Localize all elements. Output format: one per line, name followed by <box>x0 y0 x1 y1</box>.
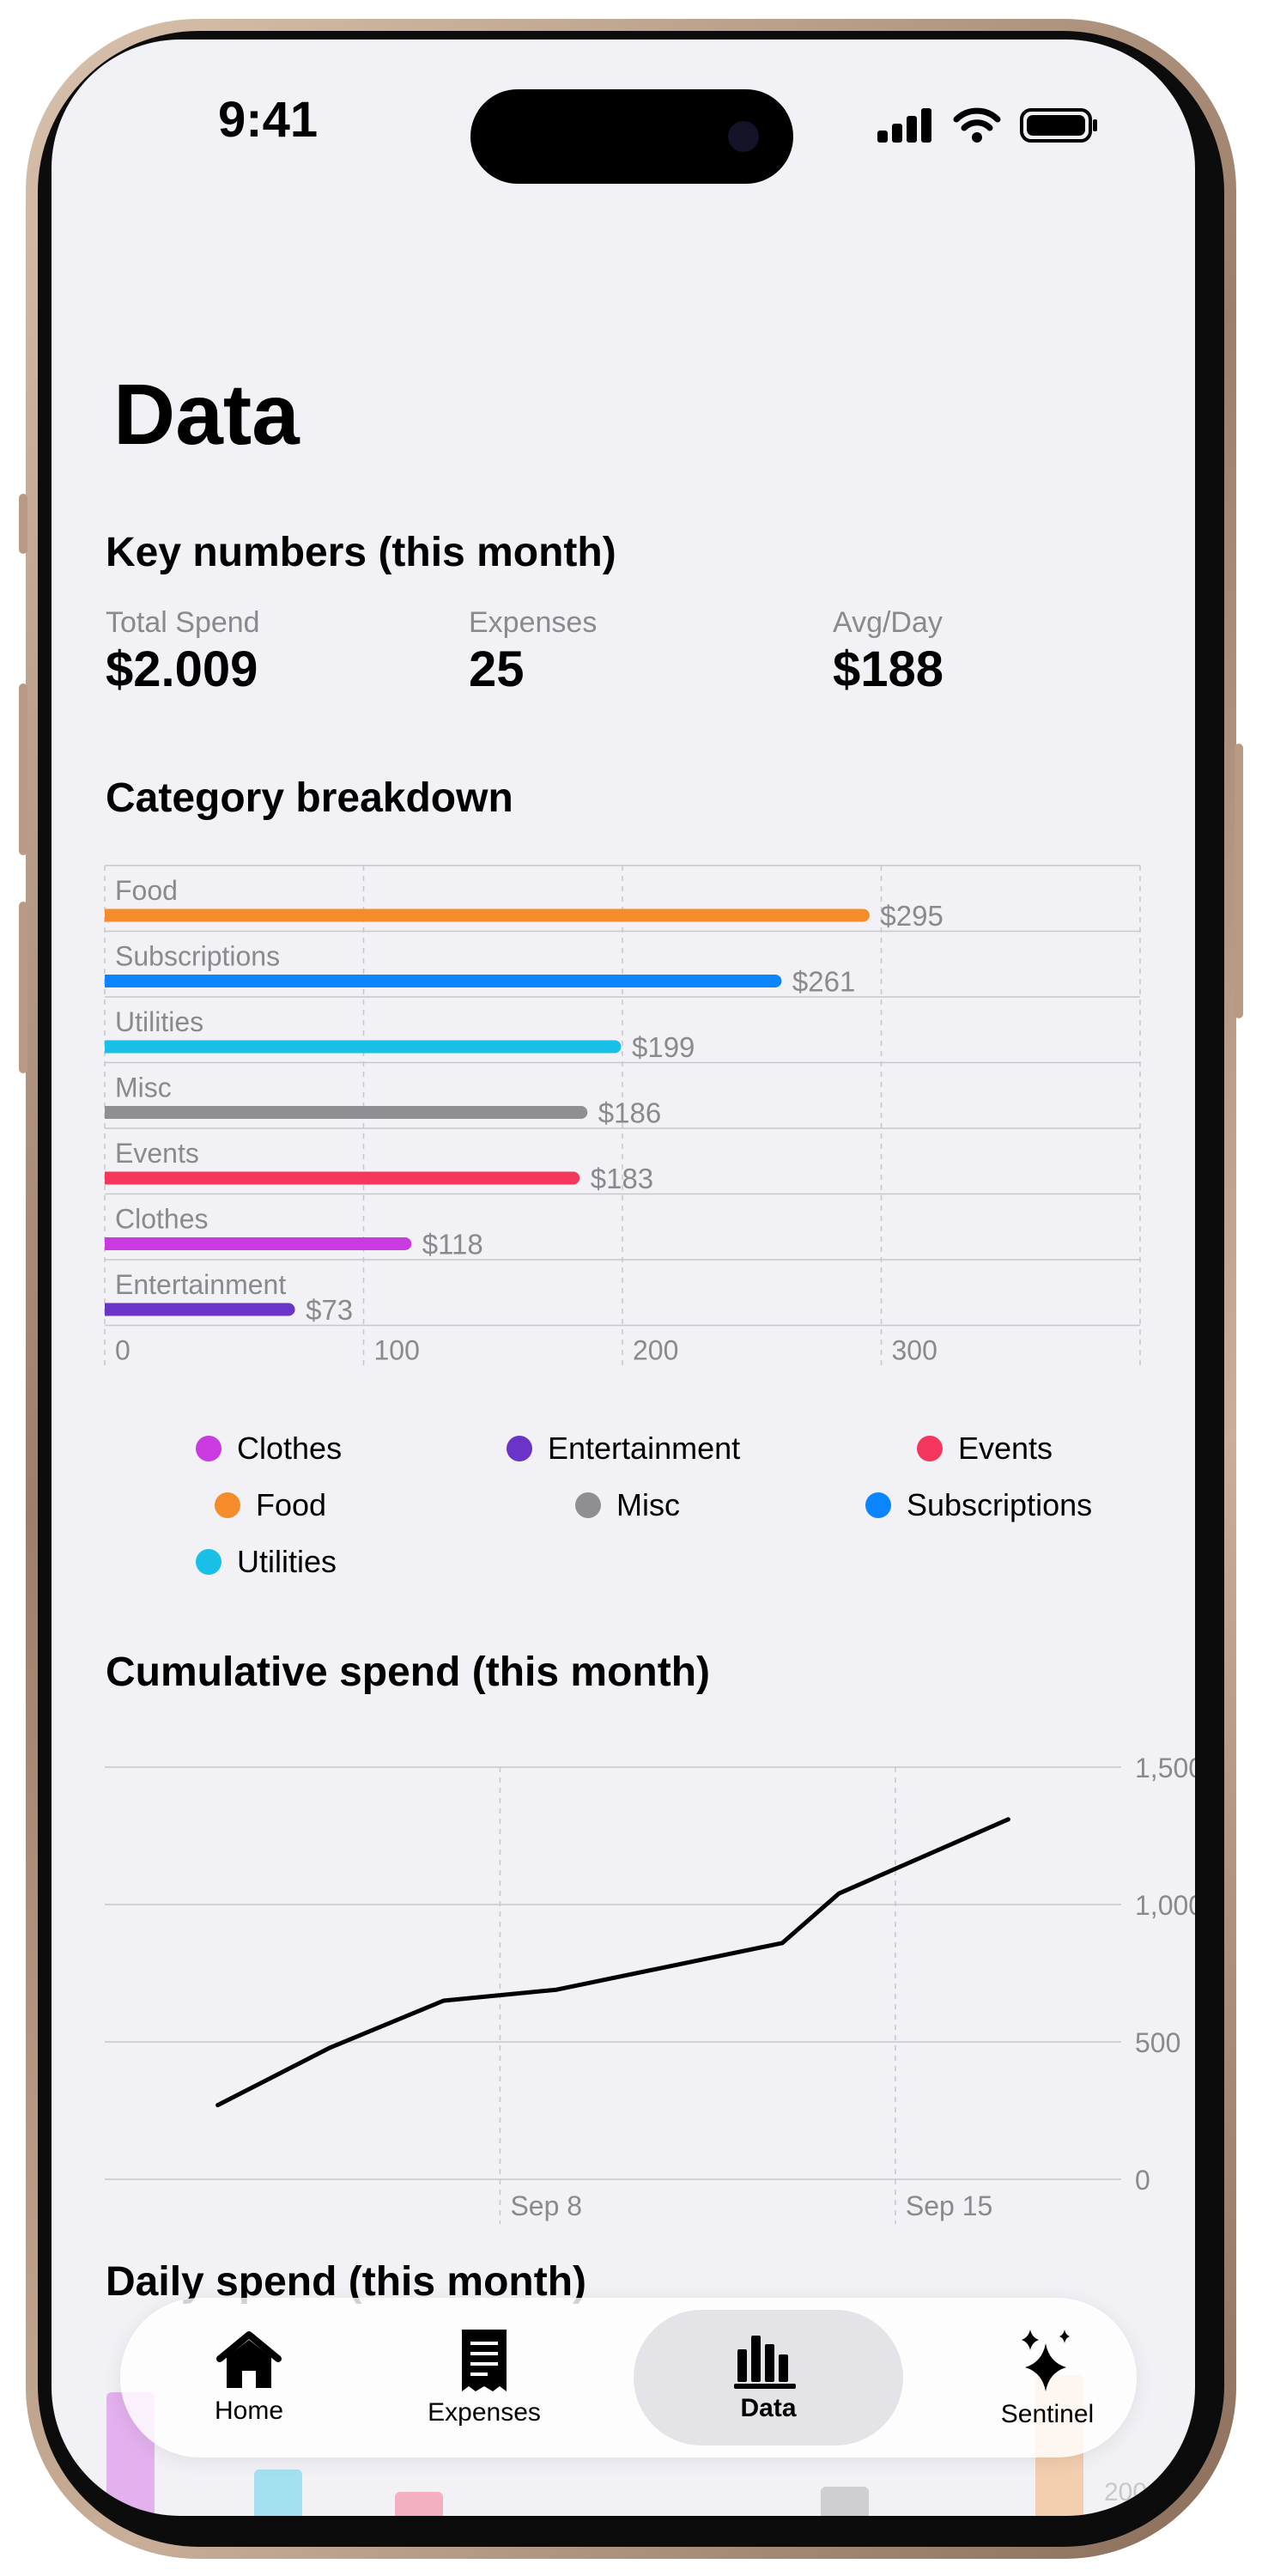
category-axis-tick: 300 <box>892 1335 937 1366</box>
volume-up-button <box>19 683 27 855</box>
total-spend-value: $2.009 <box>106 641 258 697</box>
legend-label: Events <box>958 1431 1053 1466</box>
receipt-icon <box>462 2330 507 2391</box>
house-icon <box>216 2331 282 2388</box>
daily-axis-label: 200 <box>1104 2478 1148 2506</box>
battery-icon <box>1020 108 1097 143</box>
app-screen: 9:41 Data Key numbers (this month) Total… <box>52 39 1195 2516</box>
tab-bar: Home Expenses Data <box>120 2298 1137 2458</box>
legend-label: Clothes <box>237 1431 343 1466</box>
cumulative-y-tick: 1,000 <box>1135 1890 1195 1921</box>
legend-dot <box>917 1436 943 1461</box>
legend-dot <box>196 1436 221 1461</box>
category-bar-cap <box>105 1171 113 1185</box>
expenses-count-value: 25 <box>469 641 525 697</box>
tab-sentinel[interactable]: Sentinel <box>962 2298 1133 2458</box>
legend-item-events: Events <box>917 1431 1053 1467</box>
category-label: Food <box>115 875 178 906</box>
category-label: Clothes <box>115 1204 209 1235</box>
legend-label: Misc <box>616 1487 680 1522</box>
category-value-label: $186 <box>598 1097 661 1129</box>
daily-bar <box>821 2487 869 2516</box>
volume-down-button <box>19 902 27 1073</box>
category-bar-cap <box>105 908 113 922</box>
category-value-label: $295 <box>880 900 943 932</box>
category-breakdown-title: Category breakdown <box>106 775 513 821</box>
legend-item-entertainment: Entertainment <box>507 1431 740 1467</box>
camera-icon <box>728 121 759 152</box>
category-value-label: $183 <box>591 1163 653 1194</box>
category-value-label: $199 <box>632 1031 695 1063</box>
bar-chart-icon <box>734 2336 796 2389</box>
category-axis-tick: 0 <box>115 1335 130 1366</box>
category-bar-cap <box>105 1040 113 1054</box>
tab-expenses-label: Expenses <box>428 2398 541 2427</box>
category-axis-tick: 100 <box>374 1335 420 1366</box>
category-value-label: $261 <box>792 966 855 998</box>
daily-spend-title: Daily spend (this month) <box>106 2259 587 2305</box>
legend-item-utilities: Utilities <box>196 1544 337 1580</box>
expenses-count-label: Expenses <box>469 606 598 639</box>
cumulative-spend-chart: 0 500 1,000 1,500 Sep 8 Sep 15 <box>105 1753 1195 2224</box>
category-bar-cap <box>105 1237 113 1250</box>
category-bar-cap <box>105 975 113 987</box>
category-breakdown-chart: Food $295 Subscriptions $261 Utilities $199 Mi… <box>104 865 1141 1369</box>
legend-label: Food <box>256 1487 327 1522</box>
tab-home[interactable]: Home <box>172 2298 326 2458</box>
category-axis-tick: 200 <box>633 1335 678 1366</box>
tab-data[interactable]: Data <box>648 2298 889 2458</box>
cumulative-spend-line <box>215 1817 1010 2108</box>
category-label: Entertainment <box>115 1269 286 1300</box>
daily-bar <box>395 2492 443 2516</box>
legend-dot <box>196 1549 221 1575</box>
cumulative-y-tick: 500 <box>1135 2027 1180 2058</box>
cumulative-x-tick: Sep 15 <box>906 2190 992 2221</box>
legend-dot <box>575 1492 601 1518</box>
category-bar-cap <box>105 1303 113 1316</box>
category-bar-cap <box>105 1106 113 1119</box>
category-value-label: $118 <box>422 1229 483 1261</box>
legend-label: Utilities <box>237 1544 337 1579</box>
category-label: Misc <box>115 1072 172 1103</box>
legend-label: Entertainment <box>548 1431 741 1466</box>
category-label: Utilities <box>115 1006 203 1037</box>
power-button <box>1235 744 1243 1018</box>
legend-item-subscriptions: Subscriptions <box>865 1487 1092 1523</box>
status-time: 9:41 <box>218 92 319 148</box>
dynamic-island <box>470 89 793 184</box>
legend-dot <box>865 1492 891 1518</box>
tab-home-label: Home <box>214 2397 284 2425</box>
legend-item-clothes: Clothes <box>196 1431 342 1467</box>
key-numbers-title: Key numbers (this month) <box>106 530 616 575</box>
cumulative-y-tick: 0 <box>1135 2165 1150 2196</box>
cumulative-x-tick: Sep 8 <box>510 2190 582 2221</box>
signal-icon <box>877 108 931 143</box>
wifi-icon <box>953 107 1001 143</box>
cumulative-spend-title: Cumulative spend (this month) <box>106 1649 711 1695</box>
avg-per-day-value: $188 <box>833 641 944 697</box>
category-label: Subscriptions <box>115 941 280 972</box>
legend-item-misc: Misc <box>575 1487 680 1523</box>
tab-sentinel-label: Sentinel <box>1000 2400 1095 2428</box>
status-icons <box>877 106 1099 144</box>
category-legend: Clothes Entertainment Events Food Misc S… <box>52 1431 1195 1611</box>
tab-expenses[interactable]: Expenses <box>398 2298 570 2458</box>
legend-dot <box>507 1436 532 1461</box>
page-title: Data <box>113 367 300 463</box>
avg-per-day-label: Avg/Day <box>833 606 943 639</box>
category-label: Events <box>115 1138 199 1169</box>
legend-dot <box>215 1492 240 1518</box>
legend-label: Subscriptions <box>907 1487 1093 1522</box>
daily-bar <box>254 2470 302 2516</box>
category-value-label: $73 <box>306 1294 353 1326</box>
action-button <box>19 494 27 554</box>
tab-data-label: Data <box>740 2394 797 2422</box>
sparkles-icon <box>1022 2330 1070 2391</box>
total-spend-label: Total Spend <box>106 606 260 639</box>
legend-item-food: Food <box>215 1487 326 1523</box>
cumulative-y-tick: 1,500 <box>1135 1753 1195 1783</box>
